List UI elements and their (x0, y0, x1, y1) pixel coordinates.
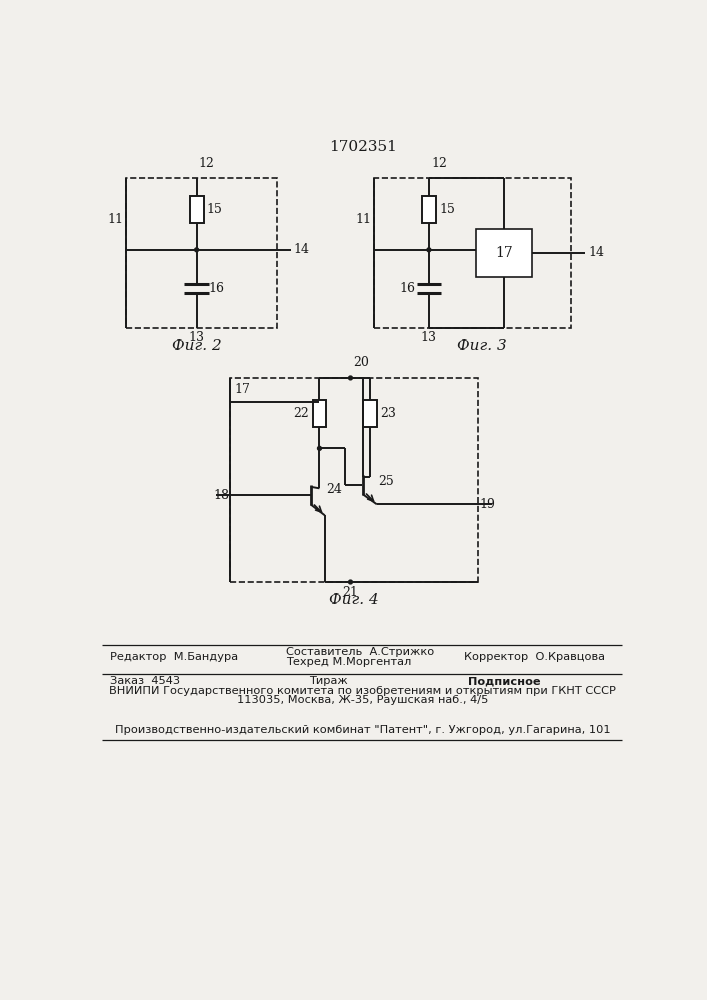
Text: 13: 13 (421, 331, 437, 344)
Bar (363, 400, 378, 427)
Text: 13: 13 (189, 331, 204, 344)
Text: Заказ  4543: Заказ 4543 (110, 676, 180, 686)
Text: 14: 14 (588, 246, 604, 259)
Bar (126, 178, 276, 328)
Text: 11: 11 (107, 213, 123, 226)
Text: 12: 12 (431, 157, 447, 170)
Text: 11: 11 (355, 213, 371, 226)
Text: 23: 23 (380, 407, 396, 420)
Text: Фиг. 2: Фиг. 2 (172, 339, 221, 353)
Text: ВНИИПИ Государственного комитета по изобретениям и открытиям при ГКНТ СССР: ВНИИПИ Государственного комитета по изоб… (110, 686, 617, 696)
Text: 17: 17 (235, 383, 251, 396)
Text: Подписное: Подписное (468, 676, 541, 686)
Text: 21: 21 (343, 586, 358, 599)
Text: Редактор  М.Бандура: Редактор М.Бандура (110, 652, 238, 662)
Text: 15: 15 (439, 203, 455, 216)
Text: Корректор  О.Кравцова: Корректор О.Кравцова (464, 652, 605, 662)
Circle shape (194, 248, 199, 252)
Text: 20: 20 (353, 356, 368, 369)
Bar (476, 229, 532, 277)
Circle shape (427, 248, 431, 252)
Text: 22: 22 (293, 407, 309, 420)
Circle shape (349, 580, 352, 584)
Text: Фиг. 3: Фиг. 3 (457, 339, 507, 353)
Text: Составитель  А.Стрижко: Составитель А.Стрижко (286, 647, 434, 657)
Text: 19: 19 (479, 498, 495, 511)
Text: 25: 25 (378, 475, 394, 488)
Text: 14: 14 (293, 243, 310, 256)
Bar (230, 378, 478, 582)
Text: Производственно-издательский комбинат "Патент", г. Ужгород, ул.Гагарина, 101: Производственно-издательский комбинат "П… (115, 725, 611, 735)
Bar (189, 196, 204, 223)
Text: 12: 12 (199, 157, 215, 170)
Text: Тираж: Тираж (309, 676, 348, 686)
Bar (312, 400, 327, 427)
Bar (422, 196, 436, 223)
Text: 113035, Москва, Ж-35, Раушская наб., 4/5: 113035, Москва, Ж-35, Раушская наб., 4/5 (237, 695, 489, 705)
Circle shape (317, 446, 322, 450)
Text: Фиг. 4: Фиг. 4 (329, 593, 379, 607)
Text: 15: 15 (206, 203, 223, 216)
Text: Техред М.Моргентал: Техред М.Моргентал (286, 657, 411, 667)
Text: 24: 24 (327, 483, 342, 496)
Circle shape (349, 376, 352, 380)
Text: 17: 17 (495, 246, 513, 260)
Text: 1702351: 1702351 (329, 140, 397, 154)
Text: 16: 16 (209, 282, 224, 295)
Text: 18: 18 (213, 489, 229, 502)
Bar (373, 178, 571, 328)
Text: 16: 16 (399, 282, 415, 295)
